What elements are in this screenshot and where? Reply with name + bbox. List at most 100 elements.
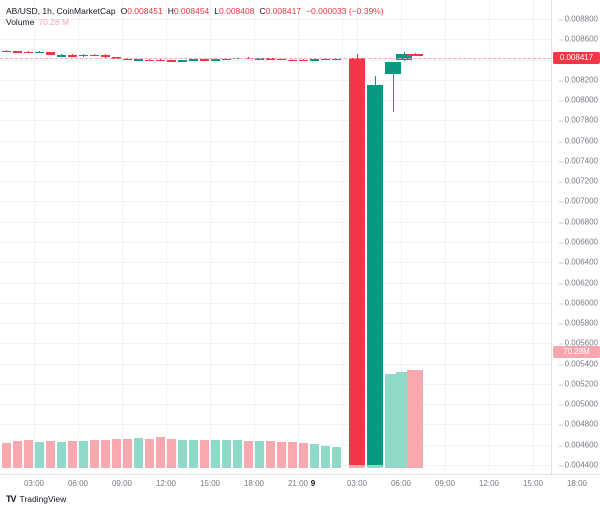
candle-body (56, 55, 66, 57)
time-axis-tick: 15:00 (522, 479, 544, 488)
volume-bar (309, 443, 319, 468)
candle-body (188, 59, 198, 61)
candle-body (221, 58, 231, 61)
time-gridline (298, 0, 299, 474)
price-axis-tick: 0.004800 (558, 420, 598, 429)
price-axis-tick: 0.008000 (558, 96, 598, 105)
price-gridline (0, 323, 551, 324)
volume-bar (67, 441, 77, 468)
close-key: C (259, 6, 266, 16)
tick-dash (558, 323, 563, 324)
current-price-badge[interactable]: 0.008417 (553, 51, 600, 64)
price-axis-tick: 0.007800 (558, 116, 598, 125)
tradingview-brand-name: TradingView (19, 494, 67, 504)
time-axis-tick: 21:00 (287, 479, 309, 488)
price-gridline (0, 181, 551, 182)
tick-dash (558, 80, 563, 81)
price-gridline (0, 364, 551, 365)
candle-body (385, 61, 401, 74)
close-value: 0.008417 (265, 6, 302, 16)
price-axis[interactable]: 0.0088000.0086000.0084000.0082000.008000… (551, 0, 600, 474)
tick-dash (558, 445, 563, 446)
price-axis-tick: 0.006200 (558, 279, 598, 288)
volume-bar (23, 440, 33, 468)
price-axis-tick: 0.005400 (558, 360, 598, 369)
candle-body (133, 59, 143, 61)
candle-body (367, 84, 383, 465)
volume-bar (100, 440, 110, 468)
price-axis-tick: 0.008800 (558, 15, 598, 24)
time-gridline (210, 0, 211, 474)
tick-dash (558, 222, 563, 223)
chart-plot-area[interactable] (0, 0, 551, 474)
price-axis-tick: 0.008200 (558, 76, 598, 85)
tradingview-logo[interactable]: TV TradingView (6, 494, 66, 504)
time-axis-tick: 18:00 (566, 479, 588, 488)
tick-dash (558, 424, 563, 425)
low-key: L (214, 6, 220, 16)
candle-body (320, 58, 330, 61)
volume-bar (331, 447, 341, 468)
tick-dash (558, 161, 563, 162)
volume-bar (122, 438, 132, 468)
price-gridline (0, 343, 551, 344)
price-axis-tick: 0.006600 (558, 238, 598, 247)
price-axis-tick: 0.006800 (558, 218, 598, 227)
tick-dash (558, 100, 563, 101)
candle-body (1, 50, 11, 53)
open-value: 0.008451 (127, 6, 163, 16)
tradingview-mark-icon: TV (6, 494, 16, 504)
tick-dash (558, 181, 563, 182)
tick-dash (558, 120, 563, 121)
price-gridline (0, 384, 551, 385)
time-gridline (342, 0, 343, 474)
volume-bar (45, 440, 55, 468)
tick-dash (558, 343, 563, 344)
volume-value: 70.28 M (38, 17, 70, 27)
time-axis-tick: 09:00 (434, 479, 456, 488)
price-axis-tick: 0.004400 (558, 461, 598, 470)
time-axis[interactable]: 03:00 06:00 09:00 12:00 15:00 18:00 21:00 9 03:0… (0, 474, 600, 493)
time-gridline (254, 0, 255, 474)
high-value: 0.008454 (173, 6, 210, 16)
tick-dash (558, 465, 563, 466)
price-gridline (0, 424, 551, 425)
price-gridline (0, 161, 551, 162)
price-gridline (0, 283, 551, 284)
time-axis-tick: 18:00 (243, 479, 265, 488)
volume-bar (407, 370, 423, 468)
price-gridline (0, 465, 551, 466)
price-gridline (0, 222, 551, 223)
volume-bar (177, 440, 187, 468)
current-volume-badge[interactable]: 70.28M (553, 346, 600, 358)
volume-bar (265, 441, 275, 468)
candle-body (122, 58, 132, 61)
legend-ohlc-row: AB/USD, 1h, CoinMarketCap O0.008451 H0.008… (6, 6, 384, 17)
price-axis-tick: 0.005800 (558, 319, 598, 328)
price-axis-tick: 0.007200 (558, 177, 598, 186)
candle-body (407, 54, 423, 56)
candle-body (349, 57, 365, 465)
tick-dash (558, 283, 563, 284)
price-axis-tick: 0.005200 (558, 380, 598, 389)
candle-body (309, 59, 319, 61)
volume-bar (144, 438, 154, 468)
time-axis-tick: 12:00 (155, 479, 177, 488)
price-gridline (0, 120, 551, 121)
price-axis-tick: 0.005000 (558, 400, 598, 409)
time-gridline (533, 0, 534, 474)
candle-body (67, 55, 77, 57)
price-axis-tick: 0.007000 (558, 197, 598, 206)
symbol-title[interactable]: AB/USD, 1h, CoinMarketCap (6, 6, 116, 16)
time-gridline (166, 0, 167, 474)
volume-bar (254, 441, 264, 468)
price-gridline (0, 242, 551, 243)
time-gridline (122, 0, 123, 474)
price-gridline (0, 39, 551, 40)
chart-legend: AB/USD, 1h, CoinMarketCap O0.008451 H0.008… (6, 6, 384, 28)
candle-body (100, 54, 110, 58)
candle-body (144, 59, 154, 62)
time-gridline (401, 0, 402, 474)
time-gridline (78, 0, 79, 474)
open-key: O (120, 6, 128, 16)
